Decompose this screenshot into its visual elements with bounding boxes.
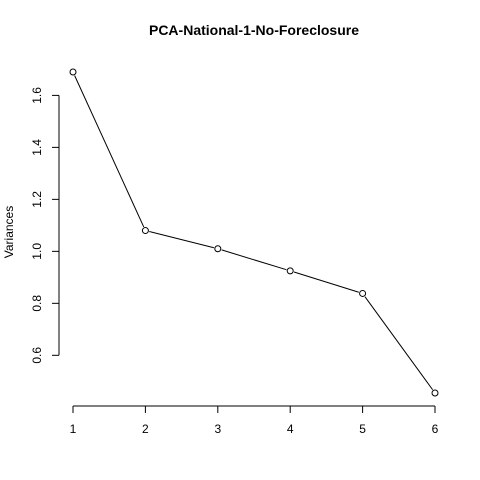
y-tick-label: 0.8 [30, 295, 44, 312]
x-tick-label: 6 [432, 422, 439, 436]
y-tick-label: 1.0 [30, 243, 44, 260]
y-tick-label: 1.4 [30, 139, 44, 156]
data-point [214, 245, 222, 253]
series-segment [74, 75, 145, 228]
y-tick-label: 1.6 [30, 87, 44, 104]
x-tick-label: 1 [70, 422, 77, 436]
series-segment [221, 249, 287, 271]
data-point [69, 68, 77, 76]
data-point [359, 289, 367, 297]
data-point [431, 389, 439, 397]
data-point [141, 227, 149, 235]
x-tick-label: 3 [214, 422, 221, 436]
x-axis: 1 2 3 4 5 6 [70, 405, 439, 436]
x-tick-label: 4 [287, 422, 294, 436]
x-tick-label: 2 [142, 422, 149, 436]
chart-title: PCA-National-1-No-Foreclosure [149, 22, 359, 38]
series-segment [149, 231, 215, 249]
x-tick-label: 5 [359, 422, 366, 436]
data-point [286, 267, 294, 275]
y-axis: 0.6 0.8 1.0 1.2 1.4 1.6 [30, 87, 60, 364]
series-segment [364, 296, 434, 391]
y-tick-label: 1.2 [30, 191, 44, 208]
series-group [69, 68, 439, 397]
series-segment [293, 271, 359, 293]
y-axis-label: Variances [2, 206, 16, 258]
y-tick-label: 0.6 [30, 347, 44, 364]
